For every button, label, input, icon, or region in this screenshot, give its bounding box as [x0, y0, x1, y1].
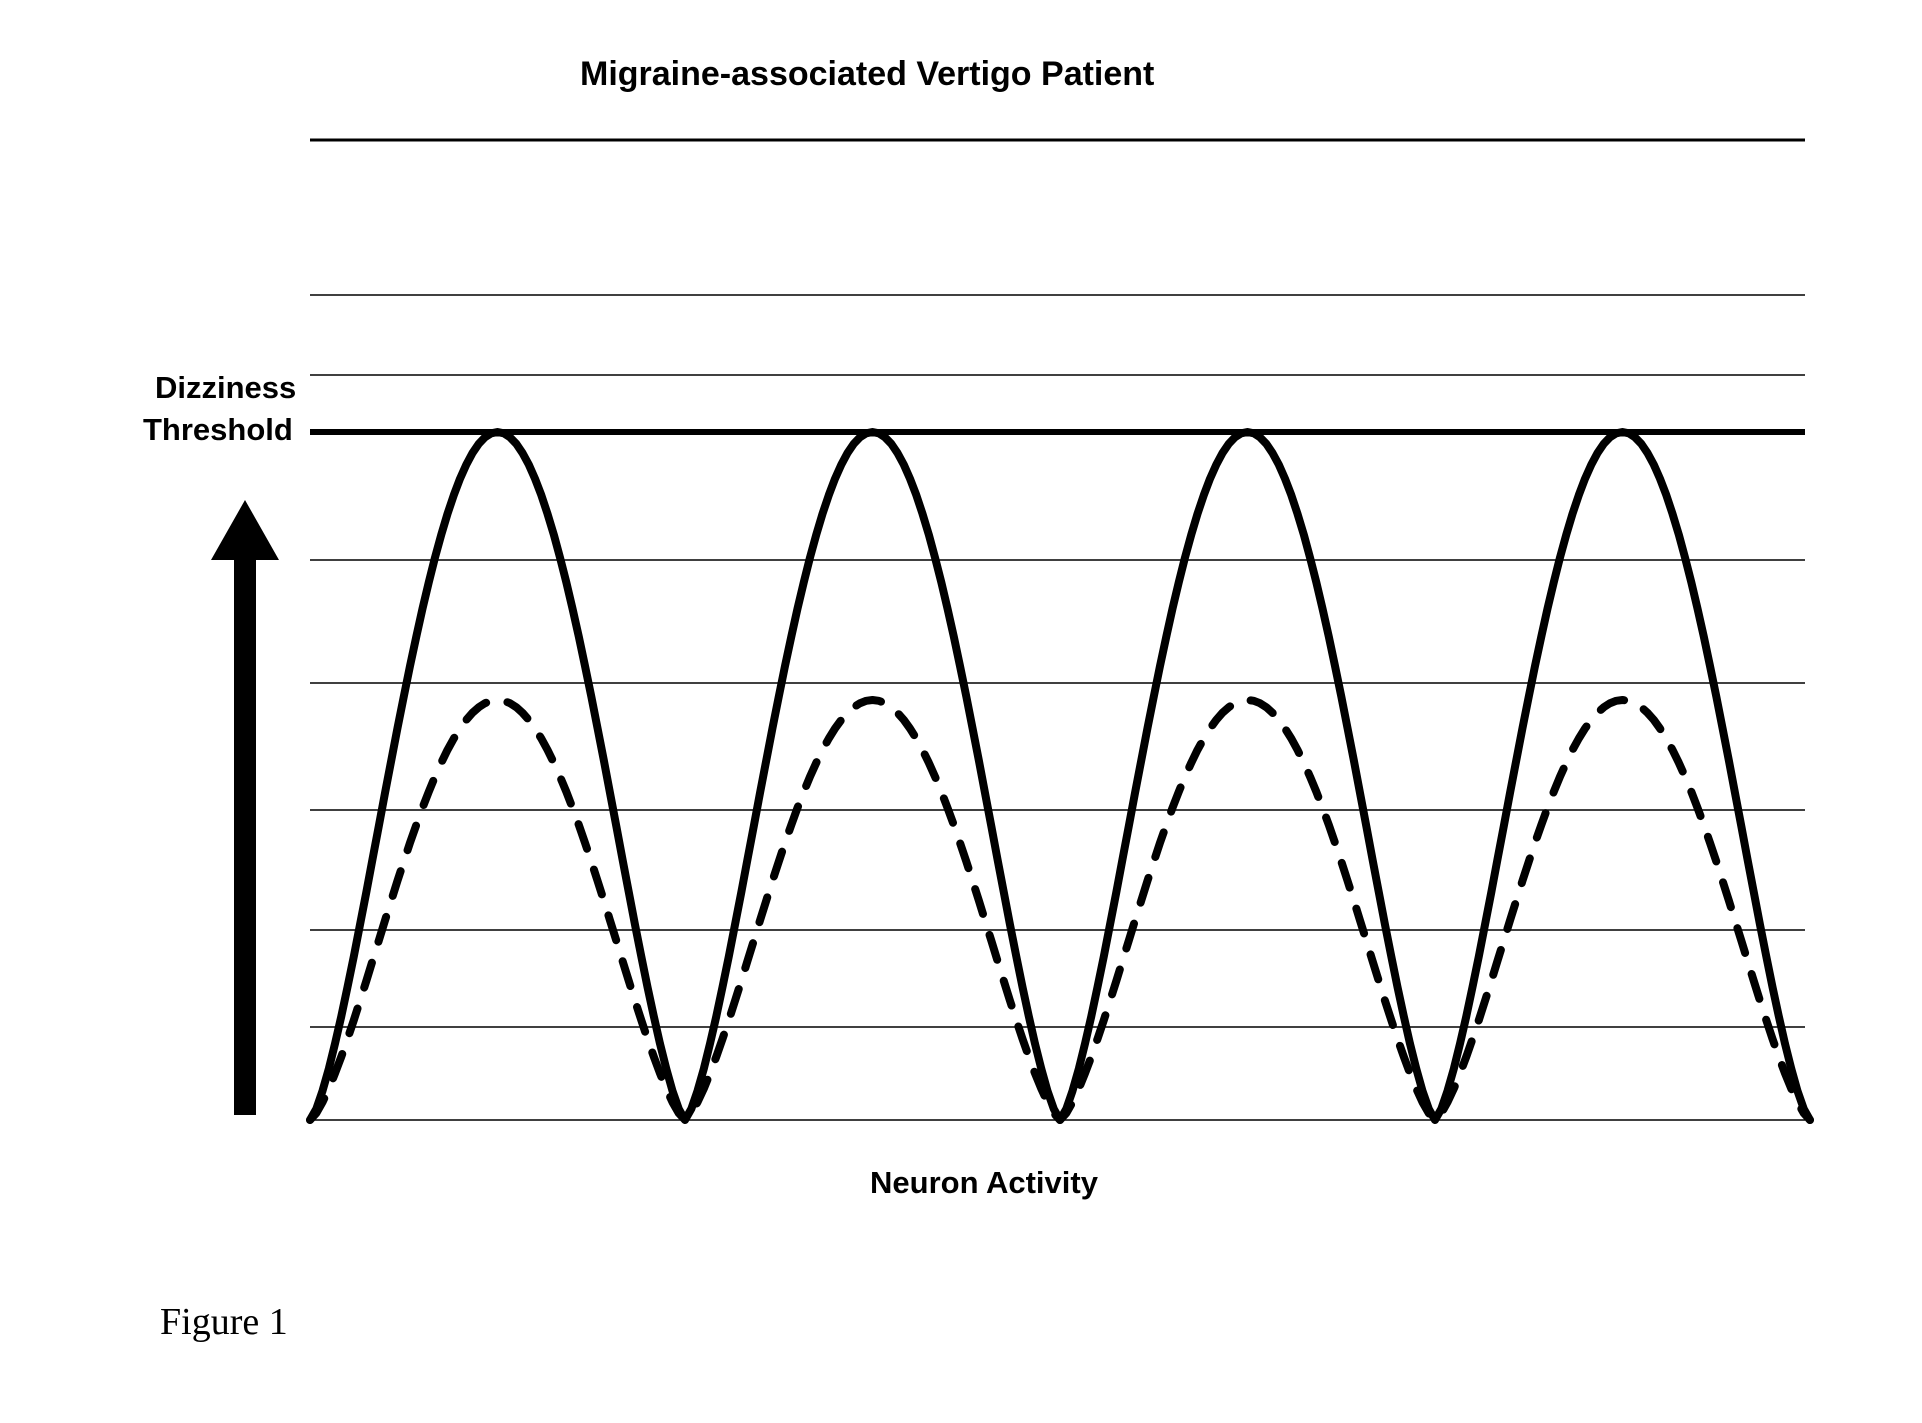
figure-container: Migraine-associated Vertigo Patient Dizz…	[0, 0, 1922, 1423]
wave-untreated	[310, 432, 1810, 1120]
wave-treated	[310, 700, 1810, 1120]
chart-svg	[0, 0, 1922, 1423]
up-arrow-icon	[211, 500, 279, 1115]
